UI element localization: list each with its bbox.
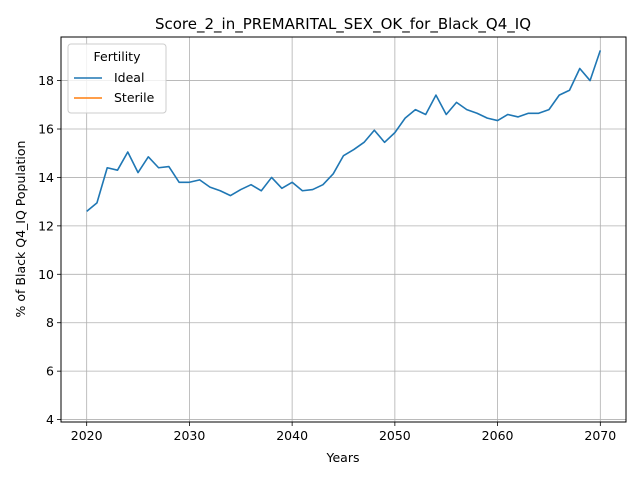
y-axis-ticks: 4 6 8 10 12 14 16 18 bbox=[38, 73, 61, 427]
y-tick-label: 16 bbox=[38, 122, 54, 137]
y-tick-label: 4 bbox=[46, 412, 54, 427]
plot-frame bbox=[60, 36, 627, 423]
x-tick-label: 2020 bbox=[71, 428, 103, 443]
x-tick-label: 2060 bbox=[482, 428, 514, 443]
legend-box bbox=[67, 43, 167, 114]
x-tick-label: 2050 bbox=[379, 428, 411, 443]
series-line-ideal bbox=[86, 50, 602, 212]
grid-lines bbox=[61, 37, 626, 422]
x-tick-label: 2070 bbox=[584, 428, 616, 443]
legend: Fertility Ideal Sterile bbox=[67, 43, 167, 114]
legend-label-ideal: Ideal bbox=[114, 70, 144, 85]
y-tick-label: 18 bbox=[38, 73, 54, 88]
y-tick-label: 6 bbox=[46, 364, 54, 379]
x-tick-label: 2040 bbox=[276, 428, 308, 443]
legend-label-sterile: Sterile bbox=[114, 90, 155, 105]
x-axis-label: Years bbox=[326, 450, 360, 465]
y-axis-label: % of Black Q4_IQ Population bbox=[13, 141, 28, 318]
x-tick-label: 2030 bbox=[174, 428, 206, 443]
legend-title: Fertility bbox=[94, 49, 142, 64]
y-tick-label: 10 bbox=[38, 267, 54, 282]
x-axis-ticks: 2020 2030 2040 2050 2060 2070 bbox=[71, 422, 616, 443]
y-tick-label: 14 bbox=[38, 170, 54, 185]
y-tick-label: 8 bbox=[46, 315, 54, 330]
plot-area bbox=[86, 50, 602, 212]
y-tick-label: 12 bbox=[38, 218, 54, 233]
chart-title: Score_2_in_PREMARITAL_SEX_OK_for_Black_Q… bbox=[155, 15, 531, 34]
